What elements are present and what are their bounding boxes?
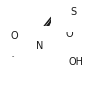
Text: OH: OH — [69, 57, 84, 67]
Text: N: N — [36, 41, 44, 51]
Text: O: O — [10, 31, 18, 41]
Text: S: S — [70, 7, 76, 17]
Text: O: O — [65, 29, 73, 39]
